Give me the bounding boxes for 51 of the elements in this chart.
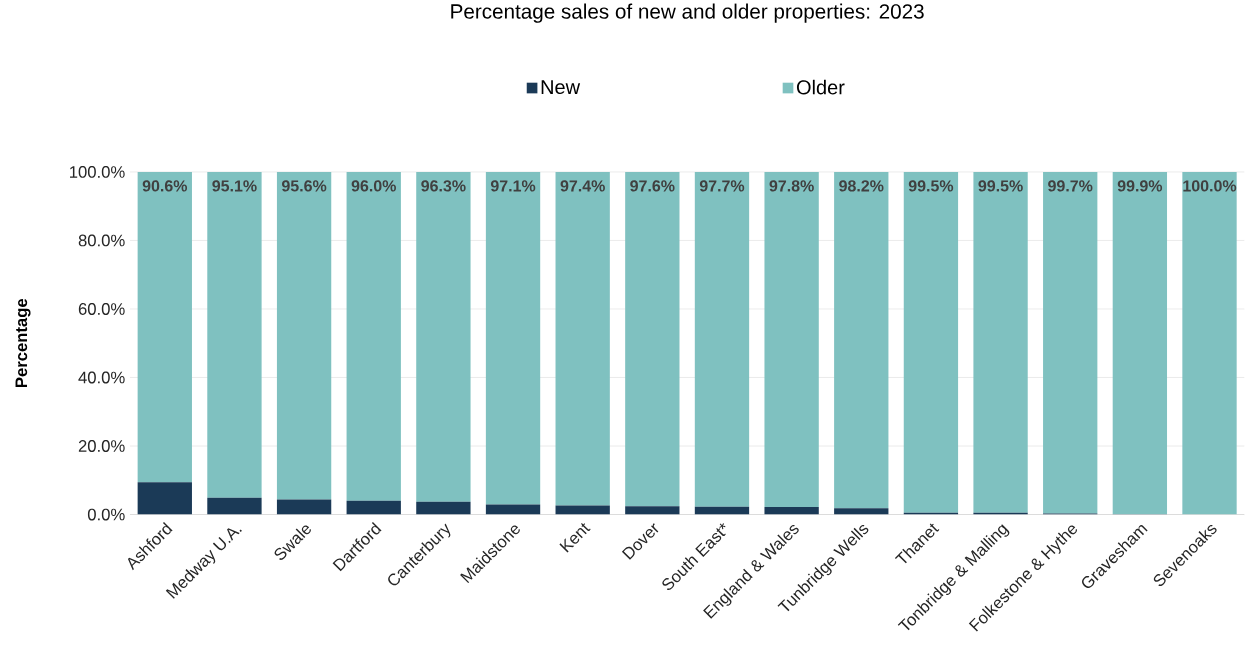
data-label: 90.6% (142, 179, 188, 192)
legend-label: Older (796, 79, 845, 95)
chart-title: Percentage sales of new and older properties: 2023 (451, 3, 924, 23)
bar (137, 171, 192, 483)
y-tick-label: 40.0% (78, 371, 125, 384)
bar (485, 171, 541, 505)
data-label: 97.8% (769, 179, 814, 192)
data-label: 97.6% (630, 179, 675, 192)
bar (625, 506, 680, 515)
data-label: 99.5% (978, 179, 1023, 192)
bar (416, 171, 471, 502)
data-label: 95.6% (281, 179, 327, 192)
bar (416, 501, 471, 515)
bar (207, 171, 262, 498)
bar (555, 171, 610, 506)
y-tick-label: 0.0% (87, 508, 125, 521)
y-tick-label: 100.0% (70, 165, 125, 178)
data-label: 97.4% (560, 179, 605, 192)
data-label: 99.9% (1117, 179, 1163, 192)
data-label: 96.0% (351, 179, 396, 192)
y-axis-title: Percentage (15, 298, 31, 387)
bar (137, 482, 192, 515)
y-tick-label: 60.0% (78, 302, 125, 315)
data-label: 98.2% (839, 179, 884, 192)
bar (834, 508, 889, 515)
bar (346, 171, 401, 501)
bar (207, 497, 262, 515)
bar (276, 499, 332, 515)
bar (834, 171, 889, 509)
data-label: 97.7% (699, 179, 745, 192)
bar (625, 171, 680, 507)
bar (694, 171, 750, 507)
bar (1043, 171, 1098, 514)
data-label: 99.5% (908, 179, 954, 192)
bar (1182, 171, 1237, 515)
bar (903, 171, 959, 513)
data-label: 100.0% (1183, 179, 1237, 192)
y-tick-label: 80.0% (78, 234, 125, 247)
legend-label: New (541, 79, 581, 94)
data-label: 99.7% (1048, 179, 1093, 192)
data-label: 96.3% (421, 179, 466, 192)
bar (1112, 171, 1168, 514)
data-label: 95.1% (212, 179, 257, 192)
data-label: 97.1% (490, 179, 536, 192)
bar (764, 506, 819, 515)
bar (973, 171, 1028, 513)
y-tick-label: 20.0% (78, 439, 125, 452)
bar (346, 500, 401, 515)
bar (485, 504, 541, 515)
bar (276, 171, 332, 500)
bar (764, 171, 819, 507)
